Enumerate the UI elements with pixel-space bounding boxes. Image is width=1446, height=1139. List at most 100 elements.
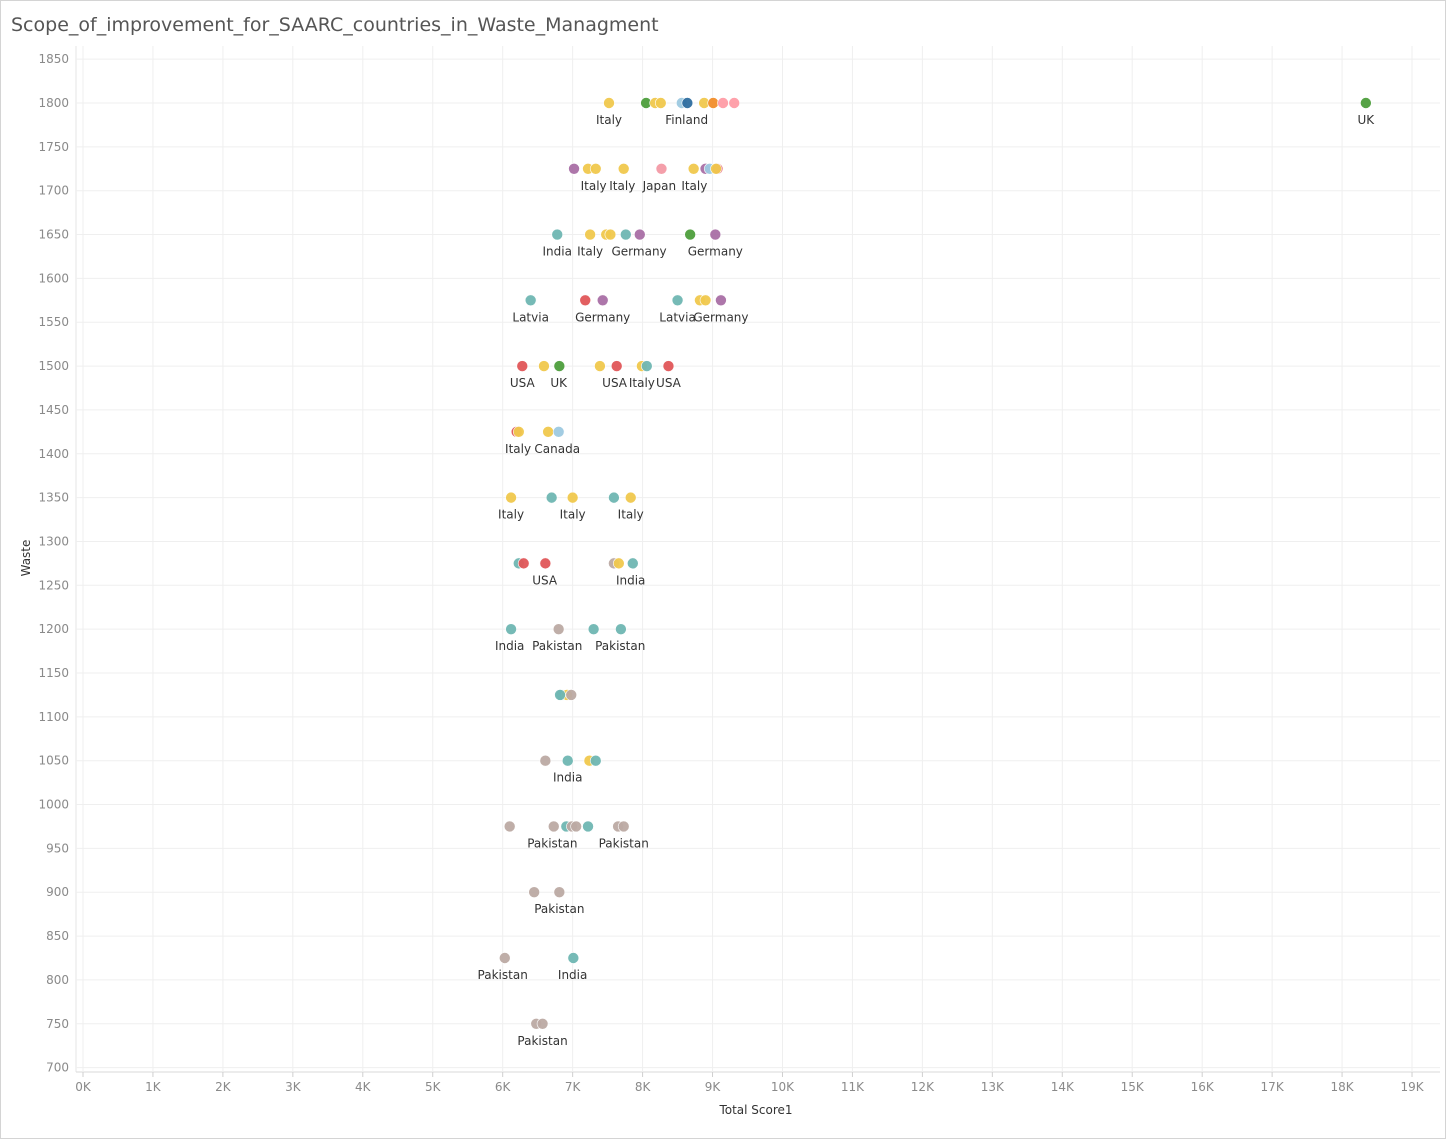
data-point[interactable] — [717, 97, 729, 109]
data-point[interactable] — [640, 360, 653, 372]
data-point[interactable] — [567, 952, 580, 964]
data-point[interactable] — [542, 426, 554, 438]
data-point[interactable] — [538, 360, 550, 372]
data-point[interactable] — [654, 97, 667, 109]
data-point[interactable] — [687, 162, 700, 175]
data-point[interactable] — [554, 689, 566, 701]
data-point[interactable] — [608, 491, 620, 504]
data-point[interactable] — [552, 623, 565, 635]
data-point[interactable] — [655, 162, 668, 175]
data-point[interactable] — [589, 162, 602, 175]
data-point[interactable] — [553, 886, 566, 899]
y-tick-label: 900 — [46, 885, 69, 899]
data-point[interactable] — [603, 97, 615, 109]
data-point[interactable] — [547, 820, 560, 833]
data-point[interactable] — [728, 97, 741, 109]
data-point[interactable] — [516, 360, 529, 372]
data-point[interactable] — [589, 754, 602, 767]
point-label: Germany — [612, 245, 667, 259]
y-tick-label: 1400 — [38, 447, 69, 461]
y-tick-label: 1500 — [38, 359, 69, 373]
point-label: USA — [602, 376, 628, 390]
data-point[interactable] — [539, 754, 552, 767]
data-point[interactable] — [633, 228, 646, 241]
y-tick-label: 1050 — [38, 754, 69, 768]
point-label: Germany — [693, 310, 748, 324]
point-label: UK — [550, 376, 568, 390]
x-tick-label: 13K — [981, 1080, 1005, 1094]
data-point[interactable] — [498, 952, 511, 964]
data-point[interactable] — [561, 754, 574, 767]
y-tick-label: 1800 — [38, 96, 69, 110]
data-point[interactable] — [582, 820, 594, 833]
data-point[interactable] — [710, 162, 722, 175]
point-label: Italy — [681, 179, 707, 193]
x-tick-label: 12K — [911, 1080, 935, 1094]
data-point[interactable] — [545, 491, 558, 504]
data-point[interactable] — [684, 228, 696, 241]
data-point[interactable] — [566, 491, 579, 504]
data-point[interactable] — [1360, 97, 1372, 109]
x-tick-label: 9K — [705, 1080, 722, 1094]
data-point[interactable] — [671, 294, 684, 307]
data-point[interactable] — [505, 491, 517, 504]
y-axis-ticks: 700 750 800 850 900 950 1000 1050 1100 1150 1200 12… — [38, 52, 69, 1074]
point-label: Pakistan — [532, 639, 582, 653]
data-point[interactable] — [709, 228, 722, 241]
data-point[interactable] — [568, 162, 580, 175]
data-point[interactable] — [528, 886, 540, 899]
data-point[interactable] — [624, 491, 637, 504]
data-point[interactable] — [553, 360, 566, 372]
data-point[interactable] — [613, 557, 625, 570]
data-point[interactable] — [551, 228, 564, 241]
point-label: Italy — [629, 376, 655, 390]
data-point[interactable] — [512, 426, 525, 438]
data-point[interactable] — [594, 360, 606, 372]
point-label: USA — [656, 376, 682, 390]
data-point[interactable] — [626, 557, 639, 570]
data-point[interactable] — [681, 97, 694, 109]
y-tick-label: 1000 — [38, 798, 69, 812]
x-tick-label: 11K — [841, 1080, 865, 1094]
point-label: Italy — [577, 245, 603, 259]
data-point[interactable] — [570, 820, 582, 833]
data-point[interactable] — [584, 228, 596, 241]
data-point[interactable] — [615, 623, 627, 635]
data-point[interactable] — [596, 294, 609, 307]
y-tick-label: 1450 — [38, 403, 69, 417]
data-point[interactable] — [617, 820, 630, 833]
point-label: Italy — [498, 508, 524, 522]
data-point[interactable] — [610, 360, 623, 372]
y-tick-label: 1350 — [38, 491, 69, 505]
point-label: Latvia — [512, 310, 549, 324]
y-tick-label: 1650 — [38, 228, 69, 242]
y-tick-label: 1850 — [38, 52, 69, 66]
y-tick-label: 1600 — [38, 271, 69, 285]
data-point[interactable] — [503, 820, 516, 833]
y-tick-label: 850 — [46, 929, 69, 943]
point-label: Pakistan — [517, 1034, 567, 1048]
x-tick-label: 16K — [1191, 1080, 1215, 1094]
data-point[interactable] — [517, 557, 530, 570]
data-point[interactable] — [565, 689, 578, 701]
data-point[interactable] — [707, 97, 720, 109]
data-point[interactable] — [587, 623, 600, 635]
point-label: Italy — [581, 179, 607, 193]
data-point[interactable] — [539, 557, 552, 570]
data-point[interactable] — [662, 360, 675, 372]
point-label: India — [543, 245, 572, 259]
data-point[interactable] — [604, 228, 617, 241]
data-point[interactable] — [579, 294, 592, 307]
data-point[interactable] — [617, 162, 630, 175]
data-point[interactable] — [505, 623, 517, 635]
data-point[interactable] — [536, 1017, 549, 1030]
data-point[interactable] — [552, 426, 565, 438]
y-tick-label: 800 — [46, 973, 69, 987]
data-point[interactable] — [524, 294, 537, 307]
point-label: Germany — [575, 310, 630, 324]
data-point[interactable] — [715, 294, 727, 307]
point-label: Italy — [505, 442, 531, 456]
data-point[interactable] — [699, 294, 712, 307]
data-point[interactable] — [619, 228, 632, 241]
